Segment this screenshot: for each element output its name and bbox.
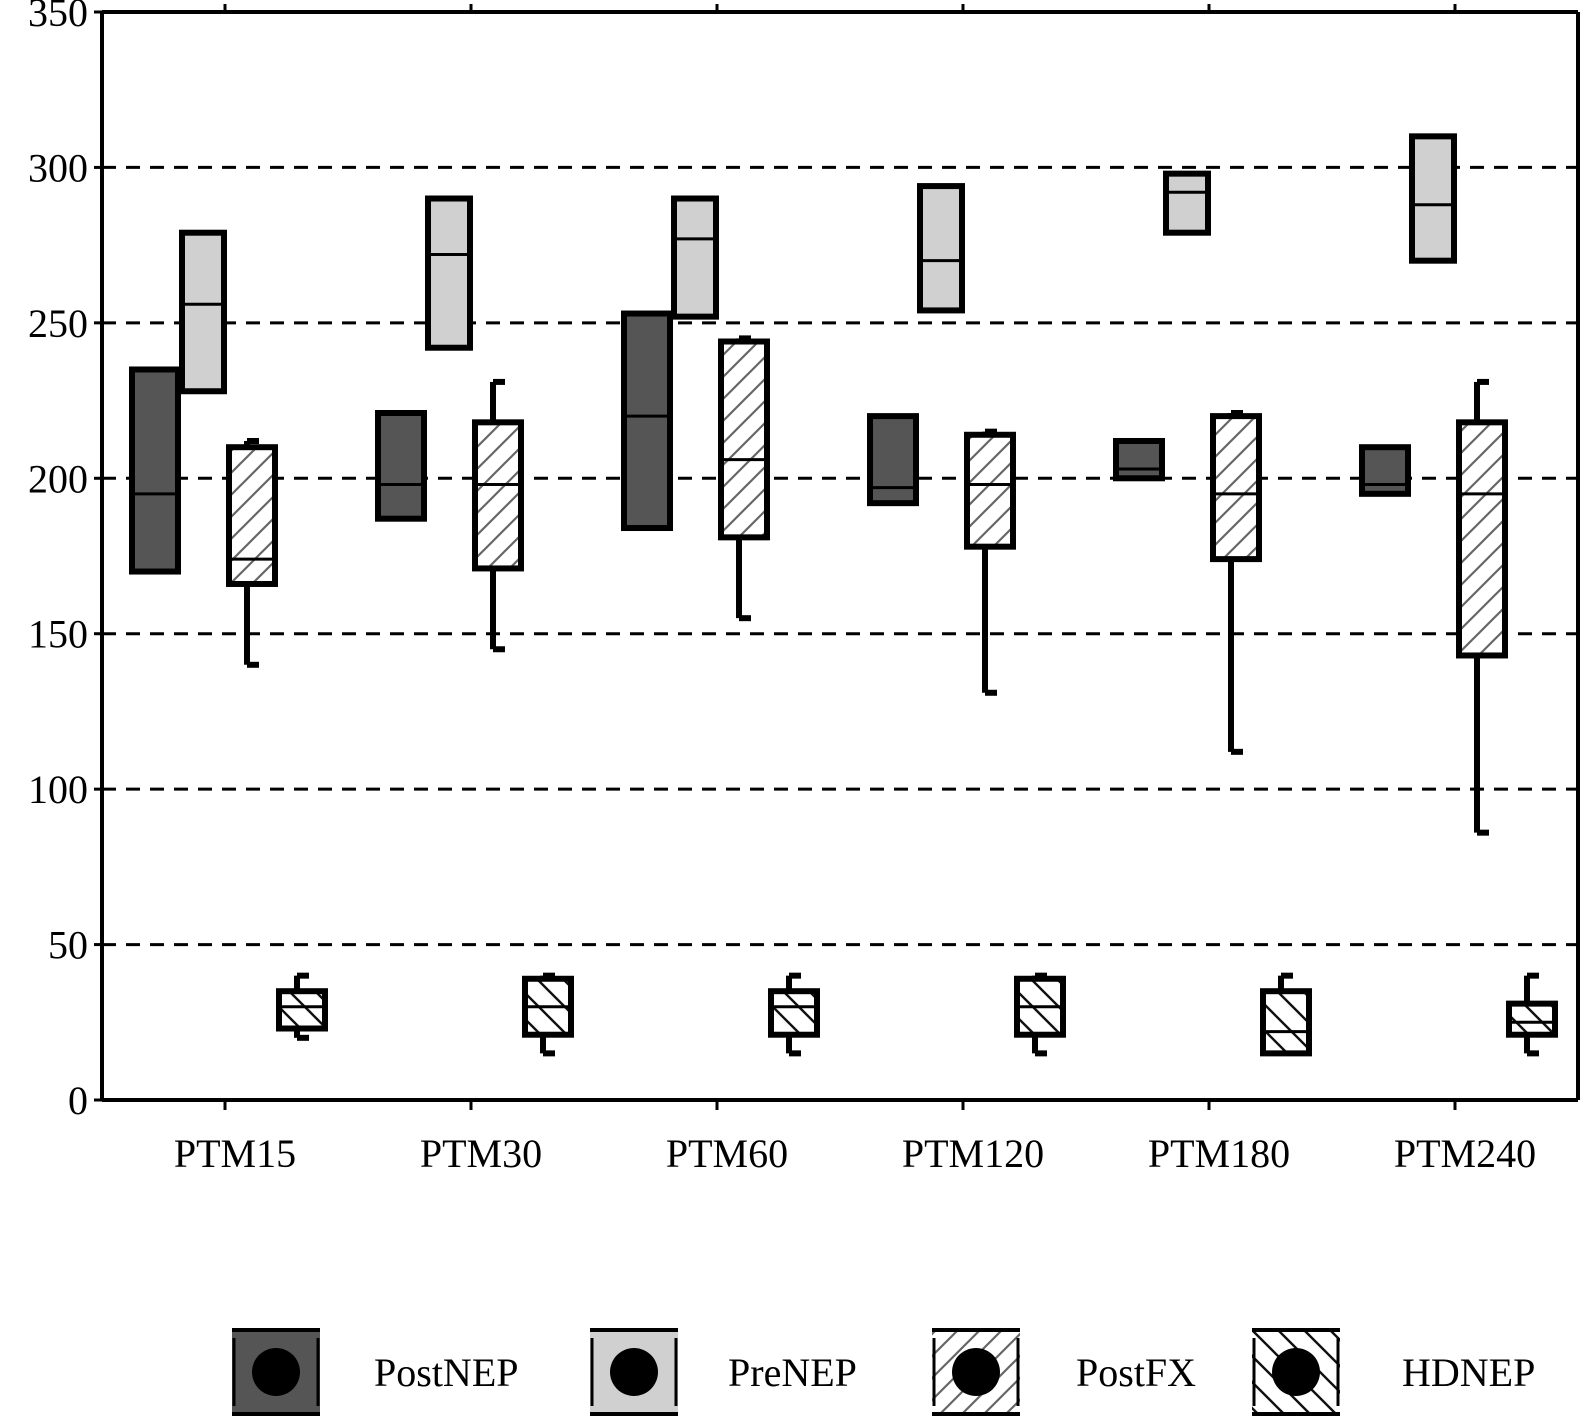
box-body bbox=[1456, 419, 1508, 659]
box-postnep-ptm180 bbox=[1113, 437, 1165, 482]
box-postfx-ptm120 bbox=[964, 428, 1016, 696]
box-postfx-ptm180 bbox=[1210, 410, 1262, 755]
x-tick-label: PTM240 bbox=[1394, 1131, 1536, 1176]
box-body bbox=[226, 444, 278, 587]
y-tick-label: 200 bbox=[28, 456, 88, 501]
box-postnep-ptm60 bbox=[621, 310, 673, 532]
boxes-layer bbox=[129, 133, 1558, 1057]
y-tick-label: 150 bbox=[28, 612, 88, 657]
legend-label: PreNEP bbox=[728, 1350, 857, 1395]
legend-marker bbox=[952, 1348, 1000, 1396]
box-body bbox=[375, 410, 427, 522]
box-body bbox=[768, 988, 820, 1038]
legend-item-postfx: PostFX bbox=[932, 1328, 1196, 1416]
box-body bbox=[1409, 133, 1457, 264]
box-body bbox=[964, 431, 1016, 550]
box-body bbox=[1113, 437, 1165, 482]
box-body bbox=[1210, 413, 1262, 563]
box-body bbox=[472, 419, 524, 572]
legend-item-prenep: PreNEP bbox=[590, 1328, 857, 1416]
legend: PostNEP PreNEP PostFX HDNEP bbox=[232, 1328, 1535, 1416]
box-postnep-ptm15 bbox=[129, 366, 181, 575]
box-prenep-ptm30 bbox=[425, 195, 473, 351]
legend-marker bbox=[252, 1348, 300, 1396]
box-body bbox=[867, 413, 919, 507]
x-tick-label: PTM180 bbox=[1148, 1131, 1290, 1176]
x-tick-label: PTM60 bbox=[666, 1131, 788, 1176]
box-prenep-ptm60 bbox=[671, 195, 719, 320]
legend-marker bbox=[1272, 1348, 1320, 1396]
box-postfx-ptm15 bbox=[226, 437, 278, 668]
box-postnep-ptm240 bbox=[1359, 444, 1411, 497]
box-body bbox=[425, 195, 473, 351]
box-hdnep-ptm15 bbox=[276, 972, 328, 1041]
box-prenep-ptm15 bbox=[179, 229, 227, 395]
box-body bbox=[917, 183, 965, 314]
box-prenep-ptm120 bbox=[917, 183, 965, 314]
legend-marker bbox=[610, 1348, 658, 1396]
y-tick-label: 100 bbox=[28, 767, 88, 812]
box-hdnep-ptm120 bbox=[1014, 972, 1066, 1057]
box-body bbox=[1163, 170, 1211, 236]
box-hdnep-ptm240 bbox=[1506, 972, 1558, 1057]
grid-layer bbox=[102, 165, 1578, 947]
box-body bbox=[1506, 1000, 1558, 1038]
box-body bbox=[1359, 444, 1411, 497]
x-tick-label: PTM30 bbox=[420, 1131, 542, 1176]
x-tick-label: PTM15 bbox=[174, 1131, 296, 1176]
legend-label: PostNEP bbox=[374, 1350, 519, 1395]
legend-item-hdnep: HDNEP bbox=[1252, 1328, 1535, 1416]
y-tick-label: 250 bbox=[28, 301, 88, 346]
box-hdnep-ptm30 bbox=[522, 972, 574, 1057]
box-postfx-ptm30 bbox=[472, 378, 524, 653]
y-tick-label: 0 bbox=[68, 1078, 88, 1123]
box-hdnep-ptm180 bbox=[1260, 972, 1312, 1057]
box-body bbox=[129, 366, 181, 575]
box-body bbox=[621, 310, 673, 532]
y-tick-label: 350 bbox=[28, 0, 88, 35]
box-postfx-ptm240 bbox=[1456, 378, 1508, 836]
box-body bbox=[1260, 988, 1312, 1057]
box-postnep-ptm30 bbox=[375, 410, 427, 522]
y-tick-label: 300 bbox=[28, 145, 88, 190]
box-prenep-ptm240 bbox=[1409, 133, 1457, 264]
box-postnep-ptm120 bbox=[867, 413, 919, 507]
box-body bbox=[276, 988, 328, 1032]
axes-layer: 0 50 100 150 200 250 300 350 PTM15 PTM30 PTM60 PTM1… bbox=[28, 0, 1580, 1176]
box-body bbox=[671, 195, 719, 320]
legend-label: PostFX bbox=[1076, 1350, 1196, 1395]
box-body bbox=[179, 229, 227, 395]
legend-item-postnep: PostNEP bbox=[232, 1328, 519, 1416]
box-body bbox=[718, 338, 770, 541]
x-tick-label: PTM120 bbox=[902, 1131, 1044, 1176]
box-postfx-ptm60 bbox=[718, 335, 770, 622]
box-hdnep-ptm60 bbox=[768, 972, 820, 1057]
box-prenep-ptm180 bbox=[1163, 170, 1211, 236]
legend-label: HDNEP bbox=[1402, 1350, 1535, 1395]
y-tick-label: 50 bbox=[48, 923, 88, 968]
